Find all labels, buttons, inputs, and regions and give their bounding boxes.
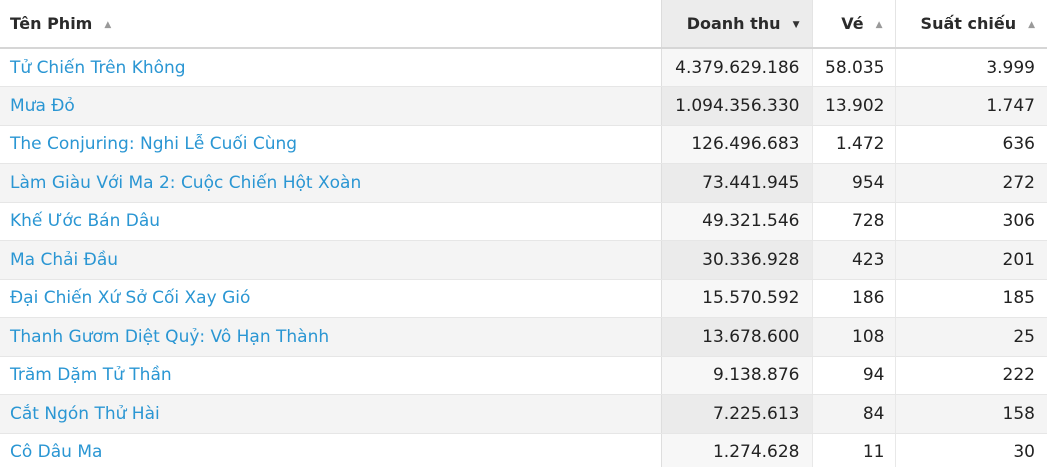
movie-title-cell: Tử Chiến Trên Không: [0, 48, 661, 87]
sort-ascending-icon: ▲: [875, 20, 883, 30]
showings-cell: 201: [894, 240, 1047, 280]
column-header-showings[interactable]: Suất chiếu ▲: [894, 0, 1047, 49]
table-row: Làm Giàu Với Ma 2: Cuộc Chiến Hột Xoàn 7…: [0, 163, 1047, 203]
showings-cell: 306: [894, 202, 1047, 241]
tickets-cell: 186: [811, 279, 895, 318]
revenue-cell: 4.379.629.186: [660, 48, 812, 87]
tickets-cell: 84: [811, 394, 895, 434]
table-row: Thanh Gươm Diệt Quỷ: Vô Hạn Thành 13.678…: [0, 317, 1047, 357]
table-row: The Conjuring: Nghi Lễ Cuối Cùng 126.496…: [0, 125, 1047, 164]
movie-title-link[interactable]: Làm Giàu Với Ma 2: Cuộc Chiến Hột Xoàn: [10, 172, 362, 193]
movie-title-cell: Cô Dâu Ma: [0, 433, 661, 467]
tickets-cell: 423: [811, 240, 895, 280]
column-header-revenue[interactable]: Doanh thu ▼: [660, 0, 812, 49]
movie-title-cell: Làm Giàu Với Ma 2: Cuộc Chiến Hột Xoàn: [0, 163, 661, 203]
table-row: Khế Ước Bán Dâu 49.321.546 728 306: [0, 202, 1047, 241]
tickets-cell: 94: [811, 356, 895, 395]
movie-title-link[interactable]: Tử Chiến Trên Không: [10, 57, 186, 78]
movie-title-cell: Ma Chải Đầu: [0, 240, 661, 280]
revenue-cell: 9.138.876: [660, 356, 812, 395]
showings-cell: 30: [894, 433, 1047, 467]
revenue-cell: 30.336.928: [660, 240, 812, 280]
showings-cell: 222: [894, 356, 1047, 395]
revenue-cell: 126.496.683: [660, 125, 812, 164]
column-header-tickets[interactable]: Vé ▲: [811, 0, 895, 49]
movie-title-cell: Thanh Gươm Diệt Quỷ: Vô Hạn Thành: [0, 317, 661, 357]
movie-title-link[interactable]: The Conjuring: Nghi Lễ Cuối Cùng: [10, 134, 298, 155]
column-header-title-label: Tên Phim: [10, 14, 93, 33]
movie-title-cell: Đại Chiến Xứ Sở Cối Xay Gió: [0, 279, 661, 318]
column-header-revenue-label: Doanh thu: [686, 14, 781, 33]
showings-cell: 158: [894, 394, 1047, 434]
sort-descending-icon: ▼: [792, 20, 800, 30]
movie-title-link[interactable]: Thanh Gươm Diệt Quỷ: Vô Hạn Thành: [10, 326, 330, 347]
movie-title-cell: Trăm Dặm Tử Thần: [0, 356, 661, 395]
movie-title-link[interactable]: Khế Ước Bán Dâu: [10, 211, 161, 232]
showings-cell: 272: [894, 163, 1047, 203]
showings-cell: 1.747: [894, 86, 1047, 126]
tickets-cell: 954: [811, 163, 895, 203]
movie-title-link[interactable]: Trăm Dặm Tử Thần: [10, 365, 172, 386]
column-header-title[interactable]: Tên Phim ▲: [0, 0, 661, 49]
table-row: Cô Dâu Ma 1.274.628 11 30: [0, 433, 1047, 467]
movie-title-cell: Mưa Đỏ: [0, 86, 661, 126]
movie-title-cell: The Conjuring: Nghi Lễ Cuối Cùng: [0, 125, 661, 164]
revenue-cell: 15.570.592: [660, 279, 812, 318]
showings-cell: 636: [894, 125, 1047, 164]
tickets-cell: 13.902: [811, 86, 895, 126]
showings-cell: 3.999: [894, 48, 1047, 87]
tickets-cell: 1.472: [811, 125, 895, 164]
movie-title-link[interactable]: Ma Chải Đầu: [10, 249, 119, 270]
revenue-cell: 1.094.356.330: [660, 86, 812, 126]
showings-cell: 185: [894, 279, 1047, 318]
sort-ascending-icon: ▲: [104, 20, 112, 30]
showings-cell: 25: [894, 317, 1047, 357]
movie-title-cell: Khế Ước Bán Dâu: [0, 202, 661, 241]
movie-title-link[interactable]: Cắt Ngón Thử Hài: [10, 403, 160, 424]
tickets-cell: 58.035: [811, 48, 895, 87]
table-header: Tên Phim ▲ Doanh thu ▼ Vé ▲ Suất chiếu ▲: [0, 0, 1047, 49]
movie-title-cell: Cắt Ngón Thử Hài: [0, 394, 661, 434]
revenue-cell: 1.274.628: [660, 433, 812, 467]
tickets-cell: 728: [811, 202, 895, 241]
table-row: Ma Chải Đầu 30.336.928 423 201: [0, 240, 1047, 280]
movie-title-link[interactable]: Cô Dâu Ma: [10, 442, 103, 463]
table-row: Trăm Dặm Tử Thần 9.138.876 94 222: [0, 356, 1047, 395]
revenue-cell: 73.441.945: [660, 163, 812, 203]
sort-ascending-icon: ▲: [1028, 20, 1035, 30]
table-row: Tử Chiến Trên Không 4.379.629.186 58.035…: [0, 48, 1047, 87]
table-row: Đại Chiến Xứ Sở Cối Xay Gió 15.570.592 1…: [0, 279, 1047, 318]
tickets-cell: 11: [811, 433, 895, 467]
revenue-cell: 13.678.600: [660, 317, 812, 357]
table-row: Cắt Ngón Thử Hài 7.225.613 84 158: [0, 394, 1047, 434]
table-row: Mưa Đỏ 1.094.356.330 13.902 1.747: [0, 86, 1047, 126]
revenue-cell: 7.225.613: [660, 394, 812, 434]
column-header-showings-label: Suất chiếu: [920, 14, 1017, 33]
column-header-tickets-label: Vé: [841, 14, 864, 33]
tickets-cell: 108: [811, 317, 895, 357]
revenue-cell: 49.321.546: [660, 202, 812, 241]
movie-title-link[interactable]: Mưa Đỏ: [10, 95, 75, 116]
table-body: Tử Chiến Trên Không 4.379.629.186 58.035…: [0, 48, 1047, 467]
movie-title-link[interactable]: Đại Chiến Xứ Sở Cối Xay Gió: [10, 288, 251, 309]
header-row: Tên Phim ▲ Doanh thu ▼ Vé ▲ Suất chiếu ▲: [0, 0, 1047, 49]
